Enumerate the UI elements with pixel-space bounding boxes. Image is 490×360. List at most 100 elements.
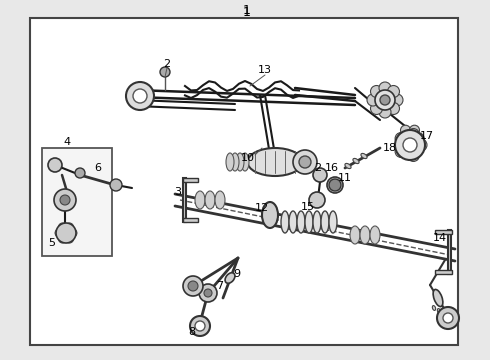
Ellipse shape (329, 211, 337, 233)
Circle shape (414, 133, 424, 143)
Circle shape (190, 316, 210, 336)
Circle shape (183, 276, 203, 296)
Bar (435, 270, 452, 274)
Text: 7: 7 (217, 281, 223, 291)
Circle shape (66, 235, 74, 243)
Ellipse shape (345, 163, 351, 168)
Circle shape (58, 235, 67, 243)
Ellipse shape (281, 211, 289, 233)
Circle shape (66, 223, 74, 231)
Ellipse shape (289, 211, 297, 233)
Circle shape (54, 189, 76, 211)
Ellipse shape (262, 202, 278, 228)
Circle shape (329, 179, 341, 191)
Ellipse shape (438, 309, 441, 314)
Ellipse shape (432, 306, 436, 310)
Text: 12: 12 (255, 203, 269, 213)
Text: 14: 14 (433, 233, 447, 243)
Circle shape (410, 125, 419, 135)
Circle shape (443, 313, 453, 323)
Text: 1: 1 (243, 4, 251, 17)
Circle shape (403, 138, 417, 152)
Circle shape (299, 156, 311, 168)
Text: 16: 16 (325, 163, 339, 173)
Circle shape (309, 192, 325, 208)
Circle shape (56, 223, 76, 243)
Ellipse shape (297, 211, 305, 233)
Text: 8: 8 (189, 327, 196, 337)
Ellipse shape (215, 191, 225, 209)
Circle shape (396, 133, 406, 143)
Text: 13: 13 (258, 65, 272, 75)
Text: 17: 17 (420, 131, 434, 141)
Text: 15: 15 (301, 202, 315, 212)
Circle shape (199, 284, 217, 302)
Bar (30, 18, 458, 345)
Text: 2: 2 (315, 163, 321, 173)
Text: 10: 10 (241, 153, 255, 163)
Circle shape (415, 139, 427, 151)
Ellipse shape (205, 191, 215, 209)
Circle shape (375, 90, 395, 110)
Ellipse shape (231, 153, 239, 171)
Ellipse shape (350, 226, 360, 244)
Bar (448, 230, 451, 274)
Bar (183, 178, 198, 182)
Circle shape (55, 229, 63, 237)
Circle shape (407, 149, 419, 162)
Circle shape (388, 86, 399, 98)
Circle shape (379, 106, 391, 118)
Text: 11: 11 (338, 173, 352, 183)
Circle shape (293, 150, 317, 174)
Text: 2: 2 (164, 59, 171, 69)
Bar (183, 178, 186, 222)
Circle shape (395, 132, 407, 144)
Ellipse shape (361, 153, 367, 159)
Ellipse shape (313, 211, 321, 233)
Circle shape (400, 141, 411, 151)
Ellipse shape (226, 153, 234, 171)
Ellipse shape (247, 148, 302, 176)
Circle shape (402, 130, 418, 146)
Circle shape (48, 158, 62, 172)
Circle shape (69, 229, 77, 237)
Ellipse shape (305, 211, 313, 233)
Circle shape (410, 141, 419, 151)
Circle shape (313, 168, 327, 182)
Circle shape (391, 94, 403, 106)
Circle shape (160, 67, 170, 77)
Circle shape (58, 223, 67, 231)
Circle shape (110, 179, 122, 191)
Ellipse shape (353, 158, 359, 163)
Text: 5: 5 (49, 238, 55, 248)
Circle shape (367, 94, 379, 106)
Ellipse shape (433, 289, 443, 307)
Text: 4: 4 (63, 137, 71, 147)
Ellipse shape (225, 273, 235, 283)
Bar (183, 218, 198, 222)
Circle shape (195, 321, 205, 331)
Circle shape (75, 168, 85, 178)
Circle shape (133, 89, 147, 103)
Circle shape (126, 82, 154, 110)
Bar (435, 230, 452, 234)
Text: 6: 6 (95, 163, 101, 173)
Text: 1: 1 (243, 5, 251, 18)
Ellipse shape (241, 153, 249, 171)
Text: 3: 3 (174, 187, 181, 197)
Ellipse shape (236, 153, 244, 171)
Ellipse shape (327, 177, 343, 193)
Circle shape (395, 130, 425, 160)
Ellipse shape (360, 226, 370, 244)
Bar (42, 148, 112, 256)
Circle shape (407, 129, 419, 140)
Text: 18: 18 (383, 143, 397, 153)
Ellipse shape (442, 312, 445, 316)
Circle shape (437, 307, 459, 329)
Text: 9: 9 (233, 269, 241, 279)
Circle shape (188, 281, 198, 291)
Circle shape (380, 95, 390, 105)
Circle shape (395, 145, 407, 157)
Ellipse shape (321, 211, 329, 233)
Circle shape (60, 195, 70, 205)
